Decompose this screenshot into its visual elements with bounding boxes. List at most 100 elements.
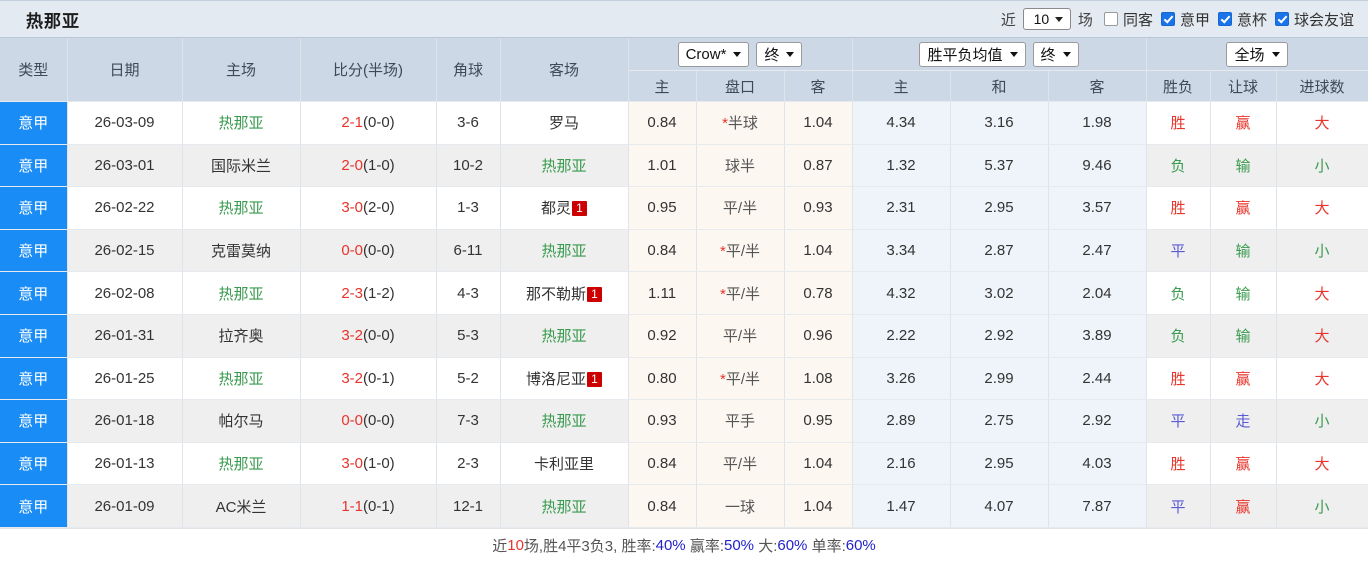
cell-away-team[interactable]: 都灵 1 <box>500 186 629 230</box>
red-card-badge: 1 <box>587 286 602 302</box>
odds-type-select[interactable]: 胜平负均值 <box>919 41 1026 67</box>
cell-handicap-home-odds: 0.95 <box>628 186 697 230</box>
cell-handicap-line: 平/半 <box>696 314 785 358</box>
th-odds-away: 客 <box>1048 70 1147 102</box>
chevron-down-icon <box>1271 51 1280 57</box>
cell-odds-home: 2.22 <box>852 314 951 358</box>
cell-handicap-line: *平/半 <box>696 271 785 315</box>
cell-away-team[interactable]: 那不勒斯 1 <box>500 271 629 315</box>
matches-label: 场 <box>1077 11 1093 29</box>
cell-home-team[interactable]: 克雷莫纳 <box>182 229 301 273</box>
cell-score[interactable]: 2-3(1-2) <box>300 271 437 315</box>
cell-score[interactable]: 3-2(0-0) <box>300 314 437 358</box>
table-row[interactable]: 意甲 26-01-25 热那亚 3-2(0-1) 5-2 博洛尼亚 1 0.80 *平/半 1.0… <box>0 357 1368 401</box>
cell-odds-draw: 3.16 <box>950 101 1049 145</box>
cell-odds-away: 1.98 <box>1048 101 1147 145</box>
cell-away-team[interactable]: 热那亚 <box>500 229 629 273</box>
table-row[interactable]: 意甲 26-02-22 热那亚 3-0(2-0) 1-3 都灵 1 0.95 平/半 0.93 2.… <box>0 186 1368 230</box>
th-date: 日期 <box>67 38 183 102</box>
control-row: 类型 日期 主场 比分(半场) 角球 客场 Crow* 终 <box>0 38 1368 102</box>
cell-home-team[interactable]: 热那亚 <box>182 357 301 401</box>
cell-league[interactable]: 意甲 <box>0 357 68 401</box>
cell-league[interactable]: 意甲 <box>0 144 68 188</box>
cell-home-team[interactable]: 热那亚 <box>182 101 301 145</box>
cell-odds-away: 2.44 <box>1048 357 1147 401</box>
cell-home-team[interactable]: 国际米兰 <box>182 144 301 188</box>
cell-home-team[interactable]: 热那亚 <box>182 186 301 230</box>
cell-odds-draw: 2.95 <box>950 186 1049 230</box>
cell-league[interactable]: 意甲 <box>0 186 68 230</box>
cell-handicap-away-odds: 0.96 <box>784 314 853 358</box>
cell-home-team[interactable]: 热那亚 <box>182 442 301 486</box>
cell-league[interactable]: 意甲 <box>0 314 68 358</box>
cell-odds-draw: 3.02 <box>950 271 1049 315</box>
odds-period-select[interactable]: 终 <box>1032 41 1079 67</box>
cell-score[interactable]: 3-0(1-0) <box>300 442 437 486</box>
bookmaker-select[interactable]: Crow* <box>677 41 750 67</box>
filter-checkbox-serie-a[interactable] <box>1160 12 1175 26</box>
th-score: 比分(半场) <box>300 38 437 102</box>
cell-score[interactable]: 2-0(1-0) <box>300 144 437 188</box>
cell-league[interactable]: 意甲 <box>0 101 68 145</box>
cell-corners: 1-3 <box>436 186 501 230</box>
table-row[interactable]: 意甲 26-01-09 AC米兰 1-1(0-1) 12-1 热那亚 0.84 一球 1.04 1… <box>0 484 1368 528</box>
cell-odds-draw: 2.92 <box>950 314 1049 358</box>
cell-result: 负 <box>1146 144 1211 188</box>
cell-home-team[interactable]: 拉齐奥 <box>182 314 301 358</box>
table-row[interactable]: 意甲 26-02-15 克雷莫纳 0-0(0-0) 6-11 热那亚 0.84 *平/半 1.0… <box>0 229 1368 273</box>
filter-label-serie-a: 意甲 <box>1179 11 1210 29</box>
cell-handicap-away-odds: 0.95 <box>784 399 853 443</box>
cell-league[interactable]: 意甲 <box>0 229 68 273</box>
cell-score[interactable]: 3-2(0-1) <box>300 357 437 401</box>
cell-handicap-away-odds: 0.93 <box>784 186 853 230</box>
cell-score[interactable]: 3-0(2-0) <box>300 186 437 230</box>
cell-result: 平 <box>1146 399 1211 443</box>
cell-away-team[interactable]: 热那亚 <box>500 399 629 443</box>
cell-league[interactable]: 意甲 <box>0 271 68 315</box>
cell-away-team[interactable]: 罗马 <box>500 101 629 145</box>
summary-count: 10 <box>507 537 524 555</box>
table-row[interactable]: 意甲 26-02-08 热那亚 2-3(1-2) 4-3 那不勒斯 1 1.11 *平/半 0.7… <box>0 271 1368 315</box>
cell-away-team[interactable]: 博洛尼亚 1 <box>500 357 629 401</box>
cell-odds-home: 1.47 <box>852 484 951 528</box>
table-row[interactable]: 意甲 26-01-13 热那亚 3-0(1-0) 2-3 卡利亚里 0.84 平/半 1.04 2… <box>0 442 1368 486</box>
cell-date: 26-02-15 <box>67 229 183 273</box>
cell-goals-result: 大 <box>1276 442 1368 486</box>
cell-goals-result: 大 <box>1276 271 1368 315</box>
same-venue-checkbox[interactable] <box>1103 12 1118 26</box>
cell-goals-result: 大 <box>1276 186 1368 230</box>
filter-checkbox-coppa[interactable] <box>1217 12 1232 26</box>
table-head: 类型 日期 主场 比分(半场) 角球 客场 Crow* 终 <box>0 38 1368 102</box>
cell-goals-result: 大 <box>1276 101 1368 145</box>
cell-home-team[interactable]: AC米兰 <box>182 484 301 528</box>
cell-league[interactable]: 意甲 <box>0 484 68 528</box>
cell-away-team[interactable]: 热那亚 <box>500 484 629 528</box>
cell-score[interactable]: 2-1(0-0) <box>300 101 437 145</box>
table-row[interactable]: 意甲 26-03-01 国际米兰 2-0(1-0) 10-2 热那亚 1.01 球半 0.87 1… <box>0 144 1368 188</box>
cell-odds-home: 2.89 <box>852 399 951 443</box>
cell-away-team[interactable]: 热那亚 <box>500 144 629 188</box>
cell-home-team[interactable]: 热那亚 <box>182 271 301 315</box>
cell-score[interactable]: 0-0(0-0) <box>300 229 437 273</box>
th-goals-result: 进球数 <box>1276 70 1368 102</box>
cell-score[interactable]: 1-1(0-1) <box>300 484 437 528</box>
table-row[interactable]: 意甲 26-03-09 热那亚 2-1(0-0) 3-6 罗马 0.84 *半球 1.04 4.3… <box>0 101 1368 145</box>
scope-select[interactable]: 全场 <box>1226 41 1288 67</box>
cell-score[interactable]: 0-0(0-0) <box>300 399 437 443</box>
table-row[interactable]: 意甲 26-01-18 帕尔马 0-0(0-0) 7-3 热那亚 0.93 平手 0.95 2.8… <box>0 399 1368 443</box>
chevron-down-icon <box>1055 16 1064 22</box>
cell-odds-home: 2.16 <box>852 442 951 486</box>
cell-odds-home: 3.34 <box>852 229 951 273</box>
match-count-select[interactable]: 10 <box>1022 8 1071 30</box>
cell-result: 负 <box>1146 314 1211 358</box>
th-result: 胜负 <box>1146 70 1211 102</box>
cell-league[interactable]: 意甲 <box>0 399 68 443</box>
cell-away-team[interactable]: 卡利亚里 <box>500 442 629 486</box>
cell-away-team[interactable]: 热那亚 <box>500 314 629 358</box>
cell-corners: 12-1 <box>436 484 501 528</box>
cell-league[interactable]: 意甲 <box>0 442 68 486</box>
filter-checkbox-friendly[interactable] <box>1274 12 1289 26</box>
handicap-period-select[interactable]: 终 <box>756 41 803 67</box>
cell-home-team[interactable]: 帕尔马 <box>182 399 301 443</box>
table-row[interactable]: 意甲 26-01-31 拉齐奥 3-2(0-0) 5-3 热那亚 0.92 平/半 0.96 2.… <box>0 314 1368 358</box>
